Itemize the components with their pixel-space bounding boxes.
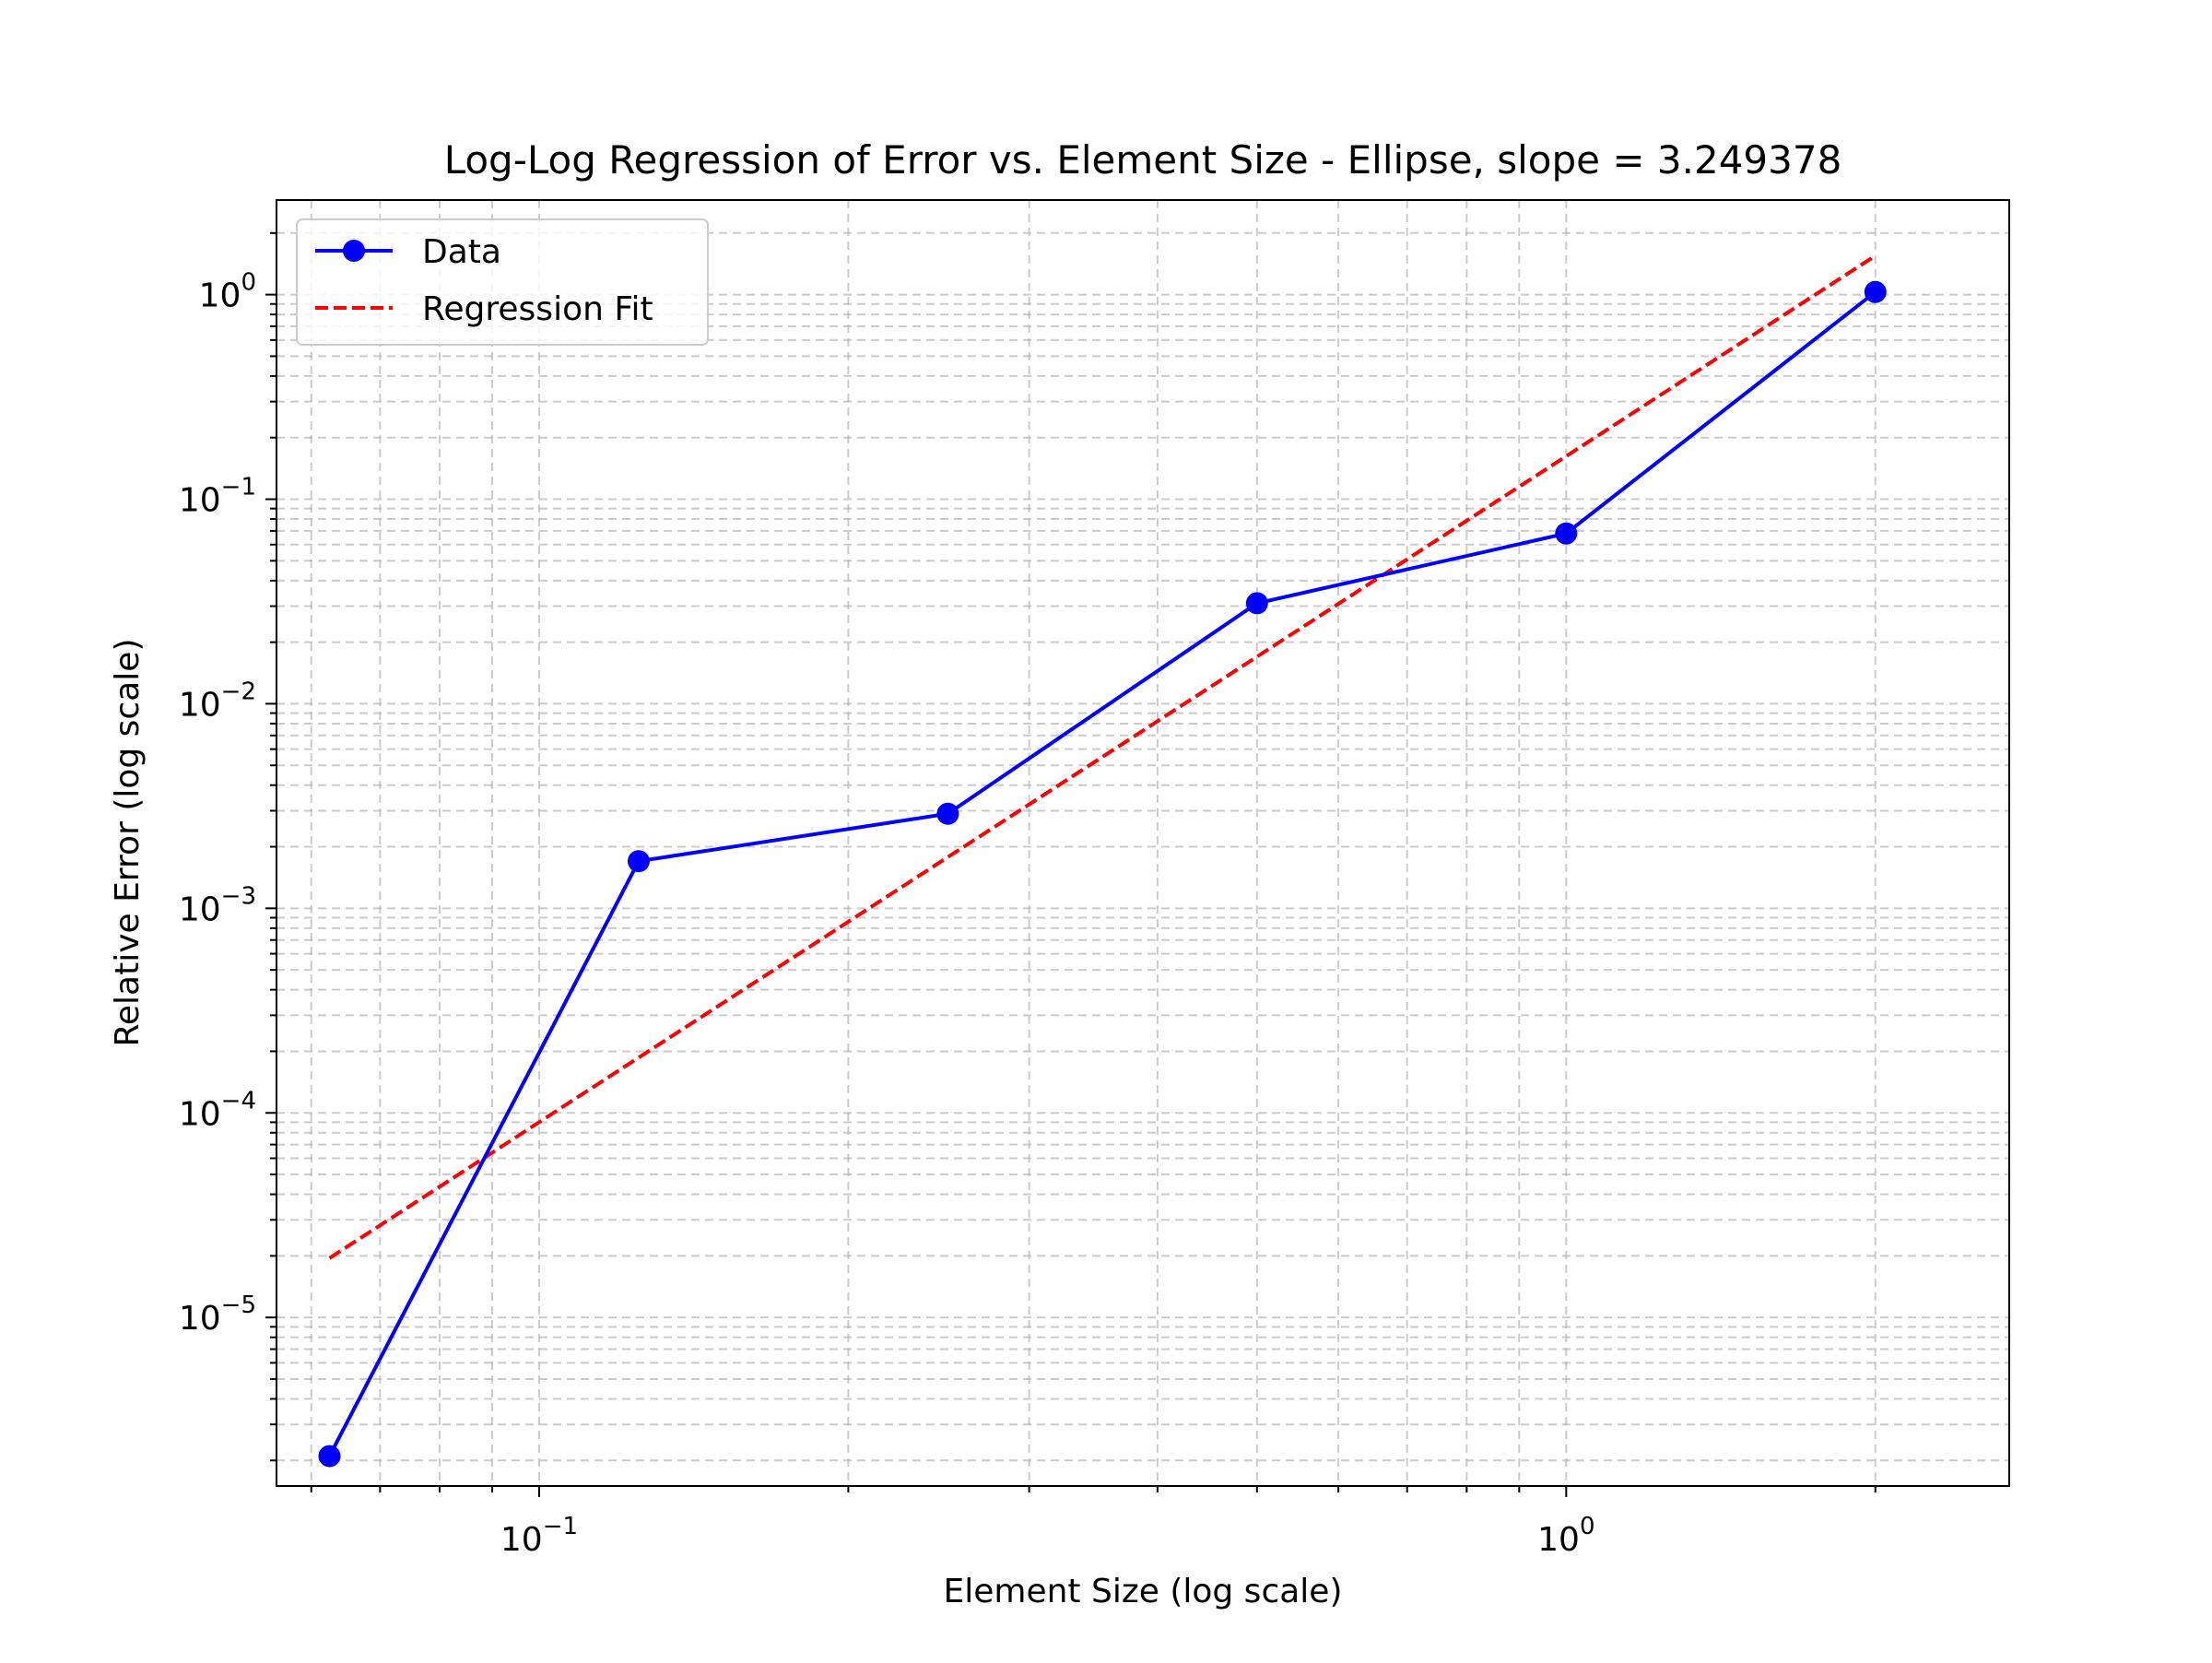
y-axis-label: Relative Error (log scale): [109, 639, 147, 1047]
data-point: [936, 802, 959, 825]
y-tick-label: 10−4: [179, 1087, 256, 1133]
data-point: [1245, 592, 1268, 615]
y-tick-label: 10−2: [179, 678, 256, 724]
y-tick-label: 10−5: [179, 1291, 256, 1338]
x-axis-label: Element Size (log scale): [943, 1573, 1342, 1610]
regression-fit-layer: [328, 254, 1877, 1260]
y-tick-label: 100: [199, 269, 256, 315]
data-series-line: [327, 290, 1877, 1457]
legend: Data Regression Fit: [296, 218, 709, 346]
legend-fit-label: Regression Fit: [422, 290, 653, 328]
y-tick-label: 10−3: [179, 882, 256, 928]
plot-frame: [276, 199, 2010, 1487]
data-point: [1864, 280, 1887, 303]
legend-data-marker: [343, 240, 365, 262]
data-series-layer: [318, 280, 1887, 1468]
x-tick-label: 100: [1537, 1513, 1594, 1559]
legend-data-label: Data: [422, 233, 501, 271]
data-point: [1555, 522, 1578, 545]
y-tick-label: 10−1: [179, 474, 256, 520]
grid-lines: [276, 200, 2009, 1486]
chart-title: Log-Log Regression of Error vs. Element …: [444, 137, 1842, 183]
regression-fit-line: [328, 254, 1877, 1260]
x-tick-label: 10−1: [500, 1513, 578, 1559]
y-axis-ticks: 10−5 10−4 10−3 10−2 10−1 100: [179, 231, 276, 1462]
x-axis-ticks: 10−1 100: [310, 1486, 1877, 1559]
data-point: [318, 1445, 341, 1468]
data-point: [627, 850, 650, 873]
legend-frame: [296, 218, 709, 346]
